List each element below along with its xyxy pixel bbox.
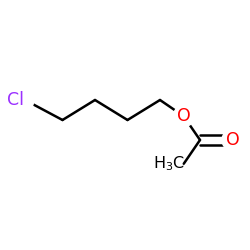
Text: H$_3$C: H$_3$C (153, 154, 185, 173)
Circle shape (173, 106, 194, 127)
Text: O: O (177, 107, 191, 125)
Circle shape (222, 130, 243, 150)
Text: Cl: Cl (7, 91, 24, 109)
Circle shape (6, 86, 34, 114)
Text: O: O (226, 131, 239, 149)
